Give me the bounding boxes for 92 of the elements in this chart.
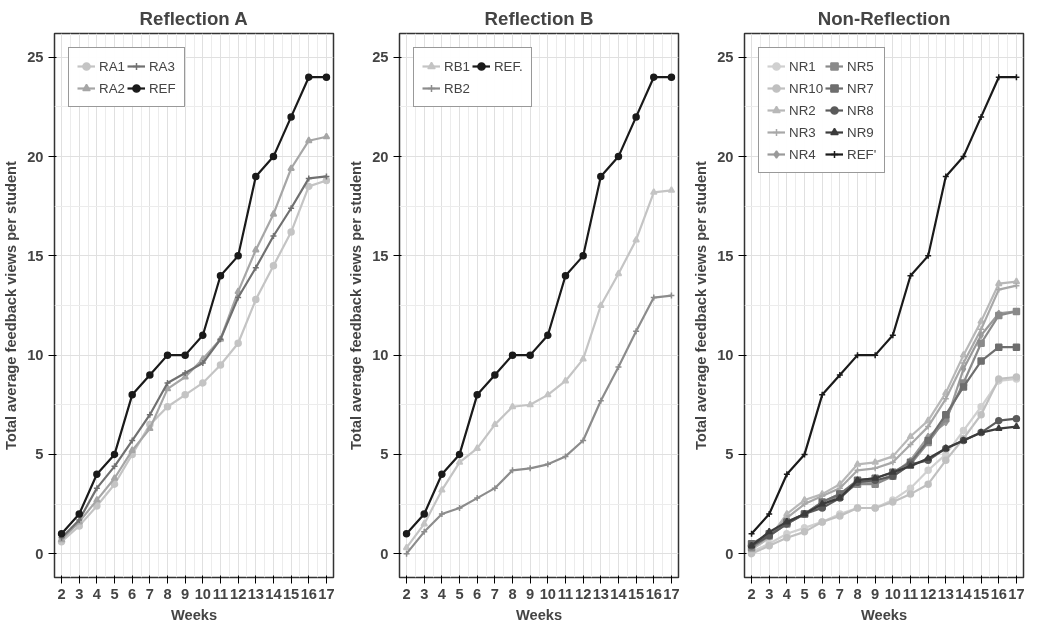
x-tick-label: 14 [610,585,628,602]
x-tick-label: 6 [818,585,827,602]
y-tick-label: 0 [35,545,44,562]
x-tick-label: 3 [420,585,429,602]
legend-label: RA3 [148,58,175,74]
x-tick-label: 16 [300,585,317,602]
x-tick-label: 14 [955,585,973,602]
y-axis-title: Total average feedback views per student [693,160,710,450]
x-tick-label: 2 [57,585,66,602]
y-axis-title: Total average feedback views per student [348,160,365,450]
legend-label: RA2 [99,80,125,96]
legend-label: NR4 [789,146,816,162]
x-tick-label: 4 [782,585,792,602]
x-tick-label: 7 [490,585,499,602]
legend-label: RB2 [444,80,470,96]
x-tick-label: 8 [508,585,517,602]
x-tick-label: 8 [853,585,862,602]
x-tick-label: 15 [972,585,990,602]
y-tick-label: 5 [380,446,389,463]
y-tick-label: 0 [725,545,734,562]
x-tick-label: 15 [627,585,645,602]
legend-label: NR3 [789,124,816,140]
x-tick-label: 2 [402,585,411,602]
x-tick-label: 16 [990,585,1007,602]
x-tick-label: 7 [145,585,154,602]
x-axis-title: Weeks [860,606,908,623]
x-tick-label: 9 [181,585,190,602]
x-tick-label: 5 [800,585,809,602]
chart-title: Reflection A [139,7,248,29]
y-tick-label: 10 [717,347,734,364]
x-tick-label: 11 [212,585,229,602]
x-tick-label: 12 [574,585,592,602]
x-tick-label: 11 [902,585,919,602]
y-tick-label: 10 [372,347,389,364]
y-tick-label: 25 [372,49,389,66]
x-tick-label: 5 [455,585,464,602]
x-tick-label: 13 [247,585,264,602]
x-tick-label: 2 [747,585,756,602]
legend-label: REF. [493,58,523,74]
legend-label: NR5 [847,58,874,74]
x-tick-label: 17 [663,585,680,602]
legend-label: REF' [847,146,877,162]
y-tick-label: 20 [27,148,44,165]
legend-label: NR7 [847,80,874,96]
y-tick-label: 10 [27,347,44,364]
x-tick-label: 10 [539,585,556,602]
x-tick-label: 13 [592,585,609,602]
x-tick-label: 9 [526,585,535,602]
x-tick-label: 10 [884,585,901,602]
legend-label: NR8 [847,102,874,118]
y-tick-label: 25 [27,49,44,66]
x-tick-label: 7 [835,585,844,602]
x-tick-label: 15 [282,585,300,602]
x-tick-label: 3 [75,585,84,602]
legend-label: NR9 [847,124,874,140]
legend-label: RB1 [444,58,470,74]
y-tick-label: 15 [372,247,389,264]
x-axis-title: Weeks [515,606,563,623]
legend-label: NR2 [789,102,816,118]
legend-label: NR1 [789,58,816,74]
y-tick-label: 20 [372,148,389,165]
x-tick-label: 12 [919,585,937,602]
y-tick-label: 0 [380,545,389,562]
y-axis-title: Total average feedback views per student [3,160,20,450]
x-tick-label: 14 [265,585,283,602]
x-axis-title: Weeks [170,606,218,623]
x-tick-label: 11 [557,585,574,602]
y-tick-label: 15 [717,247,734,264]
x-tick-label: 4 [92,585,102,602]
x-tick-label: 16 [645,585,662,602]
chart-title: Reflection B [484,7,594,29]
y-tick-label: 5 [725,446,734,463]
y-tick-label: 5 [35,446,44,463]
x-tick-label: 5 [110,585,119,602]
chart-title: Non-Reflection [817,7,951,29]
x-tick-label: 17 [318,585,335,602]
x-tick-label: 10 [194,585,211,602]
y-tick-label: 20 [717,148,734,165]
x-tick-label: 6 [473,585,482,602]
x-tick-label: 3 [765,585,774,602]
x-tick-label: 13 [937,585,954,602]
y-tick-label: 25 [717,49,734,66]
x-tick-label: 17 [1008,585,1025,602]
x-tick-label: 12 [229,585,247,602]
legend-label: RA1 [99,58,125,74]
x-tick-label: 6 [128,585,137,602]
x-tick-label: 9 [871,585,880,602]
y-tick-label: 15 [27,247,44,264]
x-tick-label: 8 [163,585,172,602]
legend-label: NR10 [789,80,824,96]
legend-label: REF [148,80,176,96]
x-tick-label: 4 [437,585,447,602]
